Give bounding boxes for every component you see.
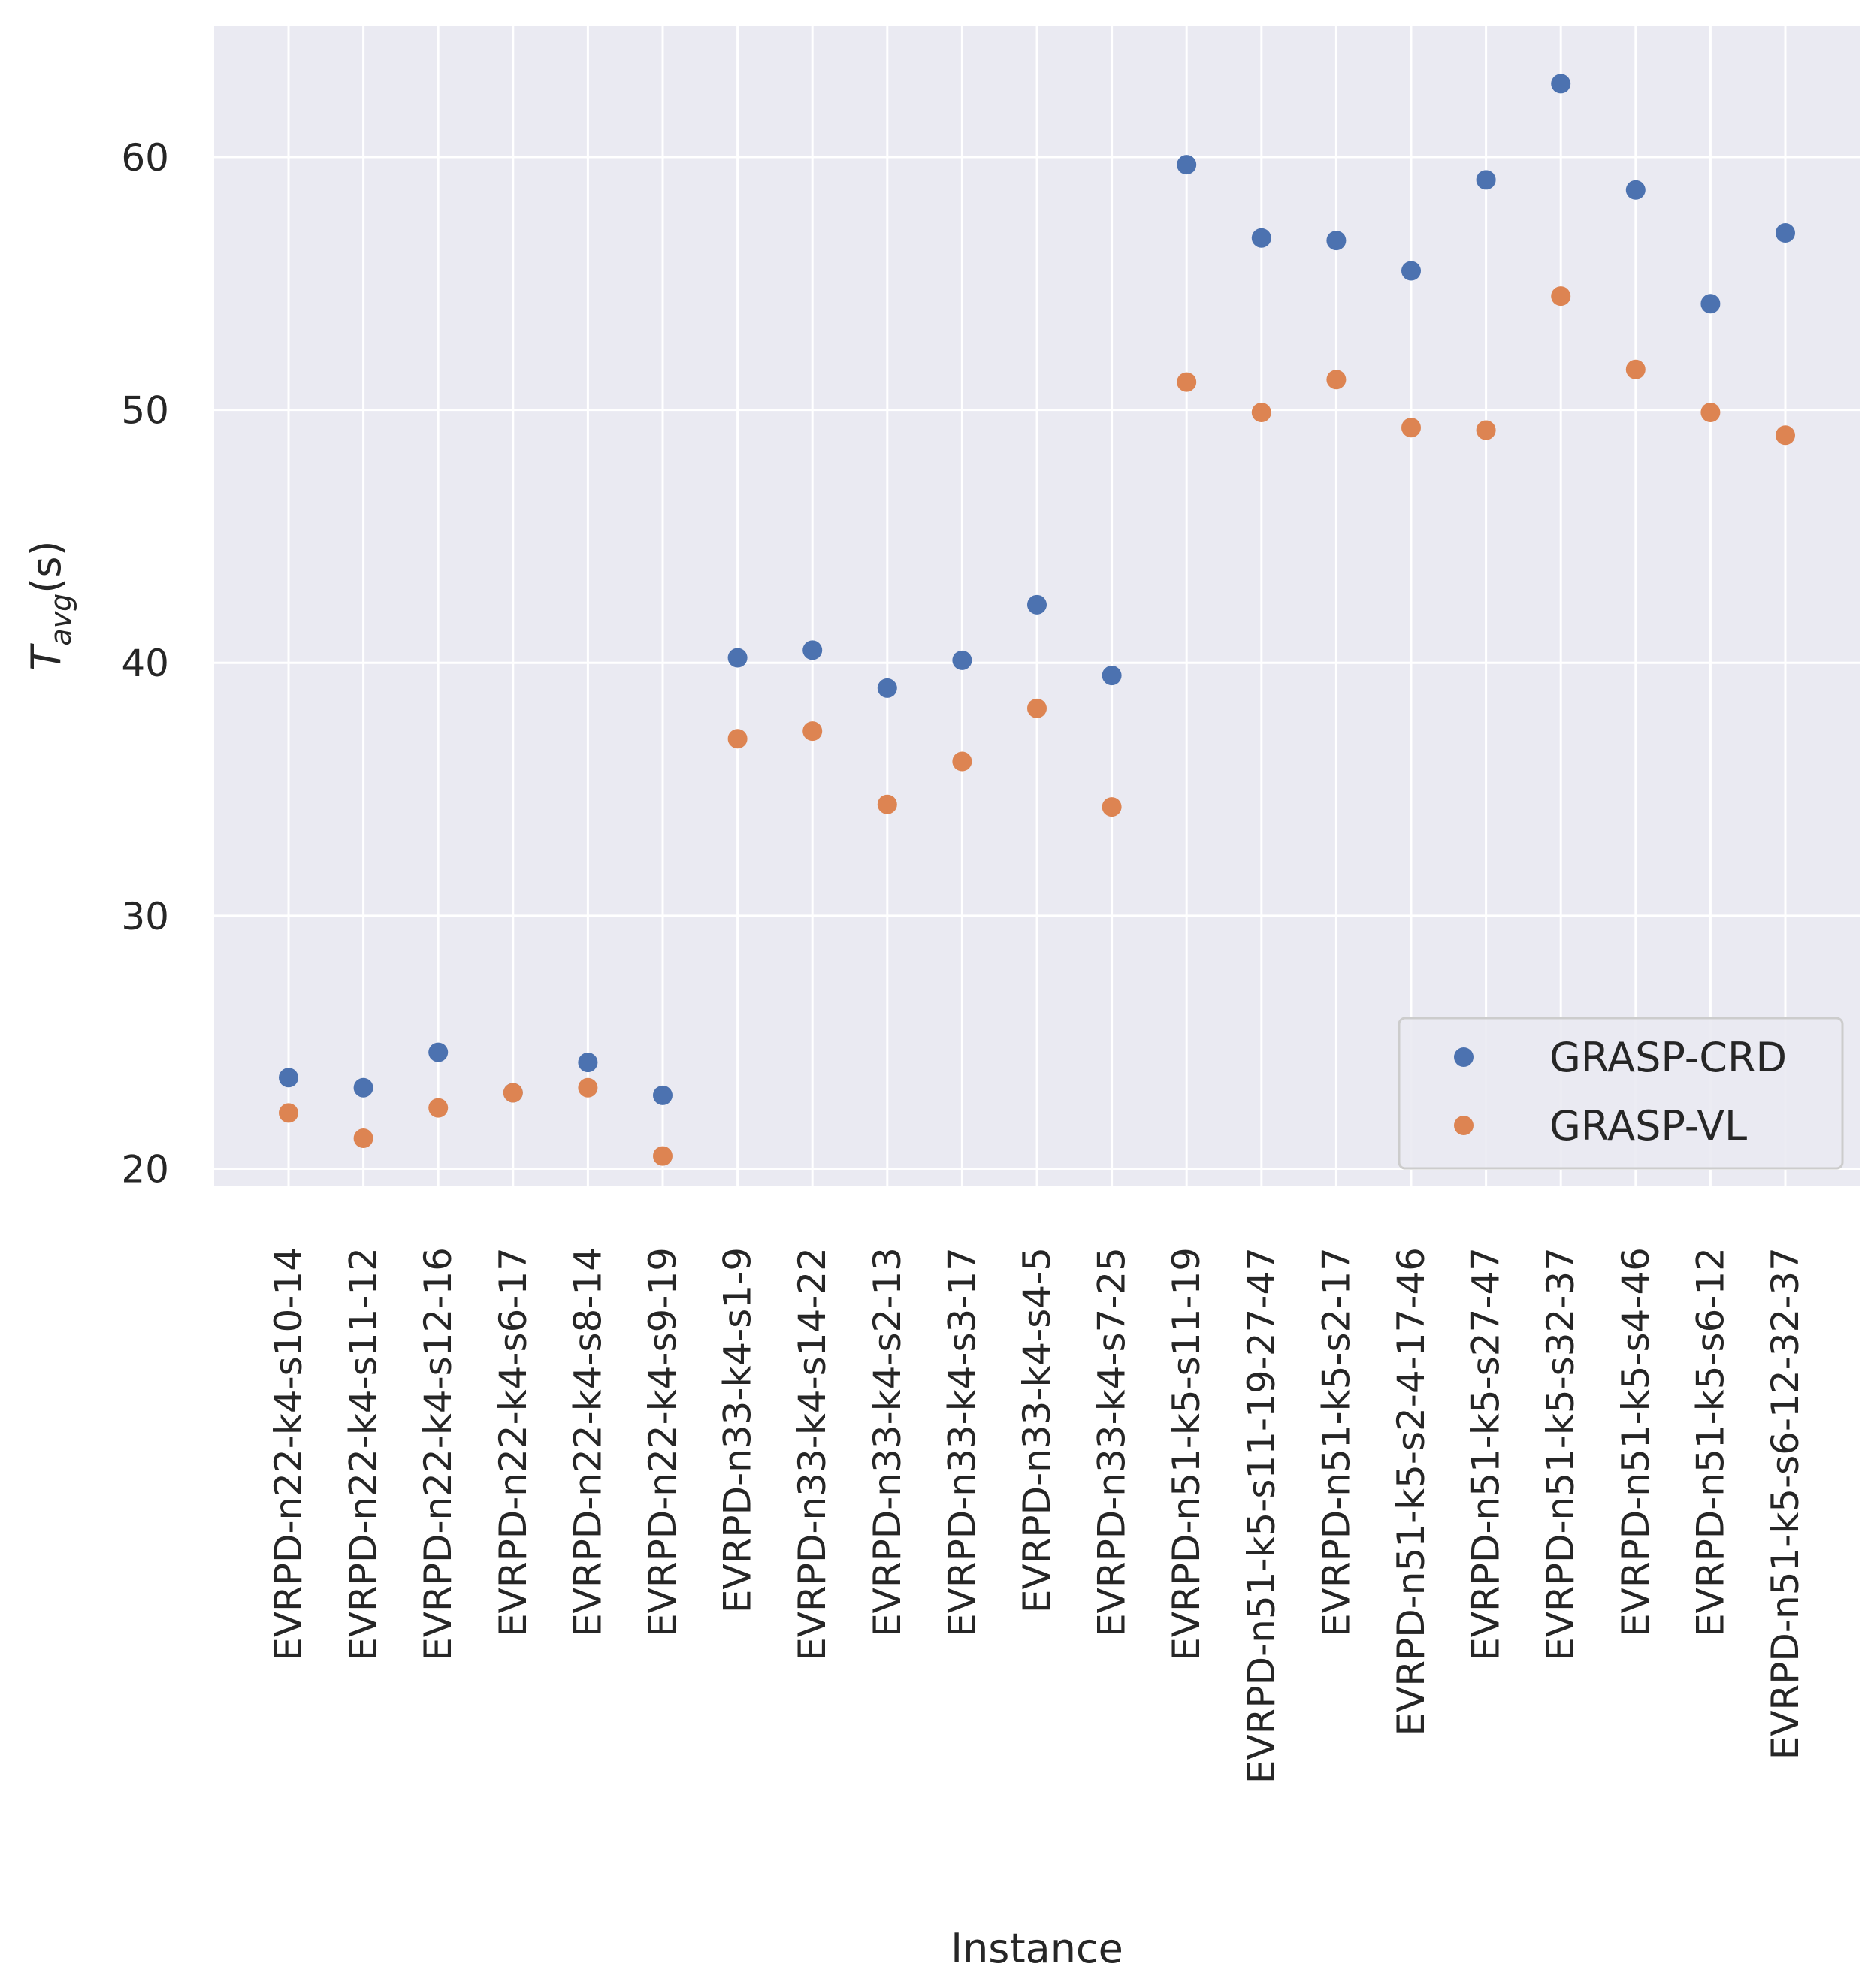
point-grasp-crd	[1476, 170, 1496, 190]
x-tick-label: EVRPD-n22-k4-s9-19	[641, 1247, 685, 1637]
point-grasp-vl	[877, 794, 897, 814]
y-axis-label: Tavg(s)	[23, 540, 77, 670]
point-grasp-vl	[802, 721, 823, 742]
x-tick-label: EVRPD-n51-k5-s2-17	[1314, 1247, 1358, 1637]
y-tick-label: 60	[121, 136, 169, 180]
point-grasp-crd	[1326, 231, 1347, 251]
point-grasp-crd	[279, 1068, 298, 1088]
x-tick-label: EVRPD-n51-k5-s6-12-32-37	[1764, 1247, 1807, 1760]
point-grasp-vl	[1551, 286, 1571, 307]
x-tick-label: EVRPD-n51-k5-s2-4-17-46	[1389, 1247, 1433, 1736]
point-grasp-crd	[1551, 74, 1571, 94]
point-grasp-vl	[428, 1098, 449, 1118]
y-tick-label: 50	[121, 389, 169, 433]
point-grasp-crd	[578, 1053, 598, 1073]
x-axis-label: Instance	[951, 1925, 1123, 1972]
x-tick-label: EVRPD-n22-k4-s12-16	[416, 1247, 460, 1661]
point-grasp-vl	[1401, 418, 1421, 438]
point-grasp-vl	[353, 1128, 373, 1149]
legend-box	[1398, 1017, 1844, 1170]
legend-marker-grasp-vl	[1454, 1116, 1474, 1135]
x-tick-label: EVRPD-n33-k4-s3-17	[940, 1247, 984, 1637]
point-grasp-crd	[1401, 261, 1421, 281]
x-tick-label: EVRPD-n51-k5-s11-19-27-47	[1240, 1247, 1283, 1784]
point-grasp-crd	[1102, 666, 1122, 686]
point-grasp-crd	[877, 678, 897, 698]
x-tick-label: EVRPD-n33-k4-s7-25	[1090, 1247, 1134, 1637]
point-grasp-crd	[353, 1077, 373, 1098]
point-grasp-vl	[1177, 372, 1197, 392]
legend-label-grasp-vl: GRASP-VL	[1549, 1102, 1747, 1150]
point-grasp-crd	[727, 648, 748, 668]
x-tick-label: EVRPD-n33-k4-s1-9	[716, 1247, 760, 1613]
point-grasp-vl	[279, 1103, 298, 1123]
x-tick-label: EVRPD-n51-k5-s4-46	[1614, 1247, 1658, 1637]
point-grasp-crd	[1700, 294, 1721, 314]
point-grasp-crd	[1625, 180, 1646, 200]
point-grasp-vl	[727, 729, 748, 749]
x-tick-label: EVRPD-n51-k5-s32-37	[1539, 1247, 1582, 1661]
x-tick-label: EVRPD-n22-k4-s6-17	[491, 1247, 535, 1637]
x-tick-label: EVRPD-n51-k5-s6-12	[1688, 1247, 1732, 1637]
x-tick-label: EVRPD-n22-k4-s8-14	[566, 1247, 609, 1637]
y-tick-label: 40	[121, 642, 169, 685]
x-tick-label: EVRPD-n22-k4-s10-14	[267, 1247, 310, 1661]
x-tick-labels: EVRPD-n22-k4-s10-14 EVRPD-n22-k4-s11-12 EV…	[267, 1247, 1807, 1784]
x-tick-label: EVRPD-n33-k4-s4-5	[1015, 1247, 1059, 1613]
legend: GRASP-CRD GRASP-VL	[1398, 1017, 1844, 1170]
point-grasp-vl	[1700, 403, 1721, 422]
point-grasp-vl	[1251, 403, 1271, 422]
point-grasp-vl	[1027, 698, 1047, 718]
x-tick-label: EVRPD-n33-k4-s14-22	[790, 1247, 834, 1661]
point-grasp-vl	[1326, 370, 1347, 390]
legend-marker-grasp-crd	[1454, 1047, 1474, 1067]
x-tick-label: EVRPD-n51-k5-s11-19	[1165, 1247, 1208, 1661]
y-tick-label: 30	[121, 895, 169, 938]
point-grasp-vl	[1625, 359, 1646, 379]
x-tick-label: EVRPD-n51-k5-s27-47	[1464, 1247, 1508, 1661]
point-grasp-crd	[802, 640, 823, 660]
y-tick-labels: 20 30 40 50 60	[121, 136, 169, 1191]
point-grasp-crd	[1027, 594, 1047, 615]
point-grasp-vl	[1476, 420, 1496, 440]
point-grasp-vl	[653, 1146, 673, 1166]
point-grasp-crd	[1251, 228, 1271, 248]
data-points	[279, 74, 1795, 1166]
point-grasp-vl	[578, 1077, 598, 1098]
point-grasp-crd	[428, 1042, 449, 1062]
y-tick-label: 20	[121, 1147, 169, 1191]
point-grasp-vl	[503, 1083, 523, 1103]
x-tick-label: EVRPD-n33-k4-s2-13	[866, 1247, 909, 1637]
point-grasp-vl	[952, 751, 972, 772]
point-grasp-vl	[1102, 797, 1122, 817]
legend-label-grasp-crd: GRASP-CRD	[1549, 1034, 1787, 1081]
point-grasp-crd	[952, 650, 972, 670]
point-grasp-crd	[653, 1085, 673, 1105]
point-grasp-crd	[1177, 155, 1197, 175]
point-grasp-vl	[1776, 425, 1795, 446]
x-tick-label: EVRPD-n22-k4-s11-12	[342, 1247, 385, 1661]
point-grasp-crd	[1776, 223, 1795, 243]
